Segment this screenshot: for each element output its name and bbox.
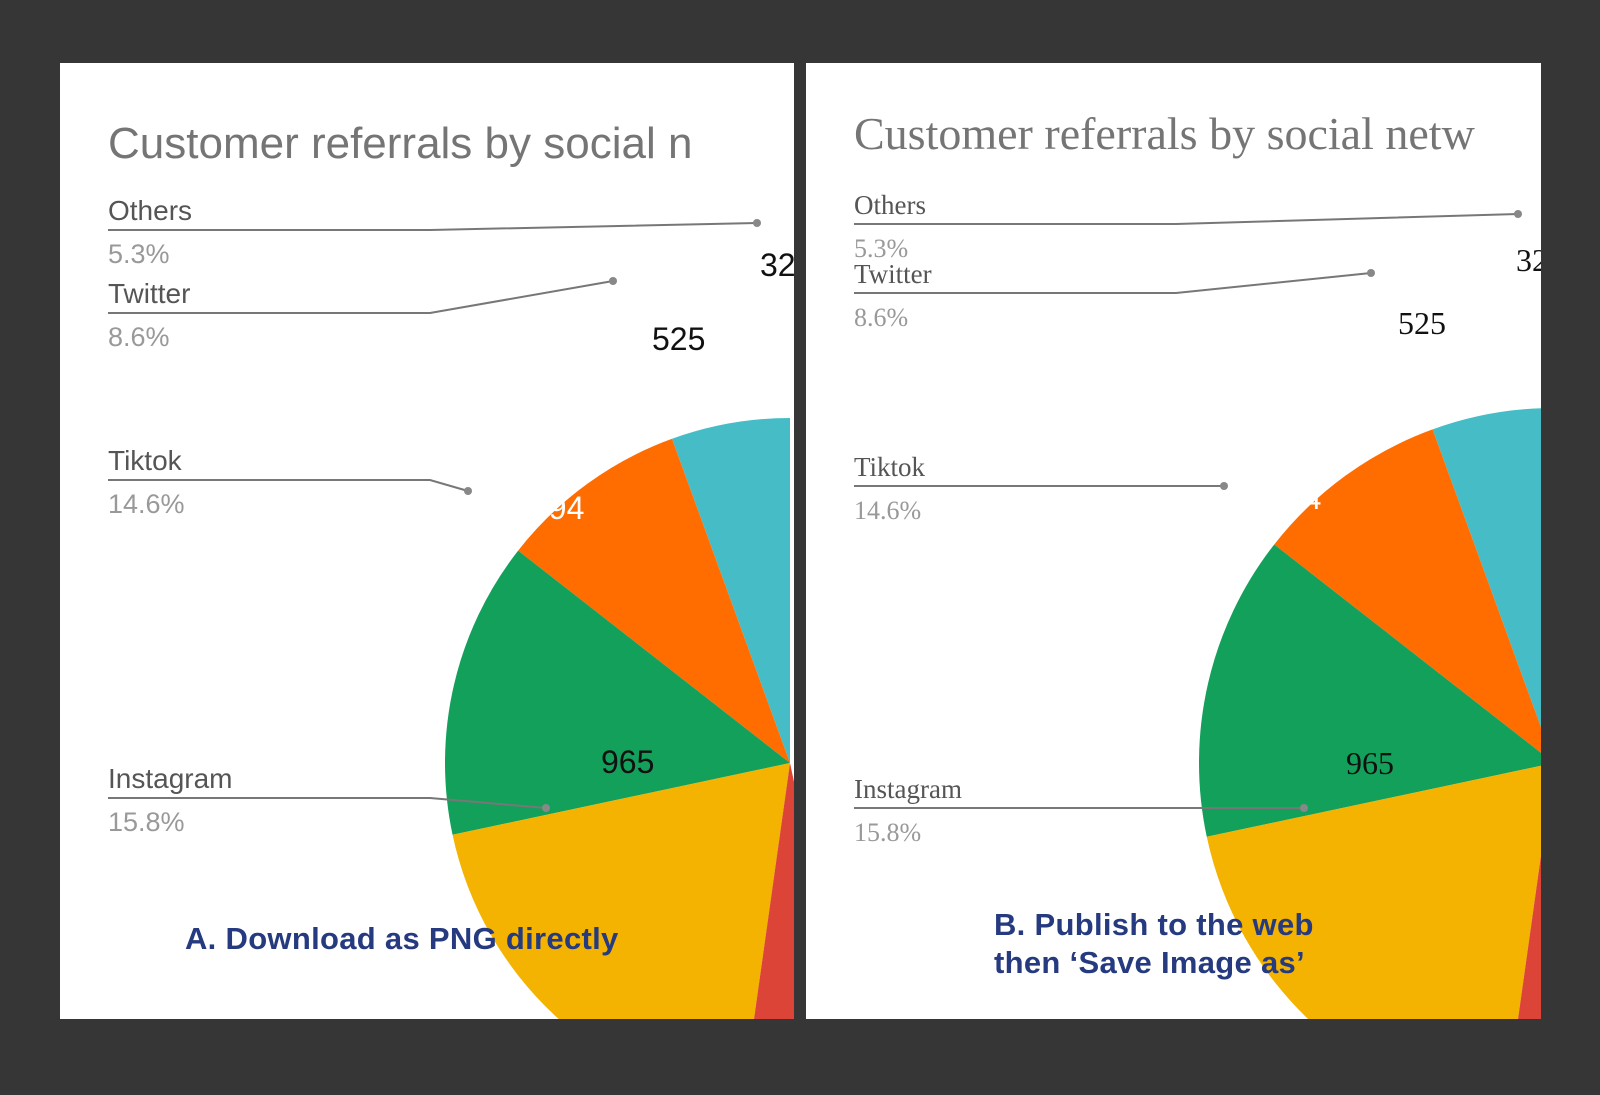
leader-dot-twitter [609,277,617,285]
value-label-instagram: 965 [601,744,654,780]
chart-title-b: Customer referrals by social netw [854,108,1476,159]
leader-dot-others [753,219,761,227]
value-label-tiktok: 894 [531,490,584,526]
leader-line-others [854,213,1519,225]
pie-slice-tiktok [445,550,790,835]
value-label-instagram: 965 [1346,745,1394,781]
chart-title-a: Customer referrals by social n [108,119,692,168]
leader-dot-instagram [542,804,550,812]
legend-name-others: Others [854,190,926,220]
pie-slice-twitter [518,438,790,763]
caption-b: B. Publish to the web then ‘Save Image a… [994,906,1314,982]
legend-name-instagram: Instagram [854,774,962,804]
pie-slice-slice-4 [754,763,795,1019]
pie-slice-instagram [452,763,790,1019]
legend-percent-twitter: 8.6% [108,322,170,352]
leader-line-tiktok [108,479,469,492]
legend-percent-instagram: 15.8% [854,818,921,847]
legend-name-others: Others [108,195,192,226]
caption-a: A. Download as PNG directly [185,921,619,956]
legend-name-twitter: Twitter [854,259,932,289]
pie-slice-tiktok [1199,544,1541,837]
pie-slice-twitter [1274,429,1541,753]
leader-others: Others 5.3% [108,195,761,269]
value-label-twitter: 525 [652,321,705,357]
caption-b-line1: B. Publish to the web [994,907,1314,942]
pie-b [1199,408,1541,1019]
value-label-others: 32 [1516,242,1541,278]
leader-others: Others 5.3% [854,190,1522,263]
leader-dot-twitter [1367,269,1375,277]
pie-slice-others [1432,408,1541,728]
leader-twitter: Twitter 8.6% [108,277,617,352]
pie-slice-slice-4 [1518,855,1541,1019]
legend-name-tiktok: Tiktok [108,445,183,476]
legend-name-instagram: Instagram [108,763,233,794]
leader-instagram: Instagram 15.8% [854,774,1308,847]
leader-dot-tiktok [464,487,472,495]
pie-slice-instagram [1206,765,1541,1019]
leader-line-instagram [108,797,547,809]
value-label-twitter: 525 [1398,305,1446,341]
legend-percent-twitter: 8.6% [854,303,908,332]
chart-panel-b: 32 525 894 965 Customer referrals by social … [806,63,1541,1019]
pie-a [445,418,795,1019]
value-label-others: 32 [760,247,795,283]
legend-percent-tiktok: 14.6% [108,489,185,519]
leader-tiktok: Tiktok 14.6% [108,445,472,519]
leader-line-twitter [854,272,1372,294]
legend-name-twitter: Twitter [108,278,190,309]
chart-panel-a: 32 525 894 965 Customer referrals by social … [60,63,795,1019]
legend-percent-others: 5.3% [108,239,170,269]
leader-dot-others [1514,210,1522,218]
panel-divider [794,63,806,1019]
leader-instagram: Instagram 15.8% [108,763,550,837]
leader-twitter: Twitter 8.6% [854,259,1375,332]
legend-percent-others: 5.3% [854,234,908,263]
leader-line-twitter [108,280,614,314]
legend-percent-instagram: 15.8% [108,807,185,837]
legend-name-tiktok: Tiktok [854,452,926,482]
pie-slice-others [672,418,790,763]
leader-tiktok: Tiktok 14.6% [854,452,1228,525]
caption-b-line2: then ‘Save Image as’ [994,945,1305,980]
leader-dot-tiktok [1220,482,1228,490]
leader-line-others [108,222,758,231]
legend-percent-tiktok: 14.6% [854,496,921,525]
value-label-tiktok: 894 [1273,480,1321,516]
leader-dot-instagram [1300,804,1308,812]
